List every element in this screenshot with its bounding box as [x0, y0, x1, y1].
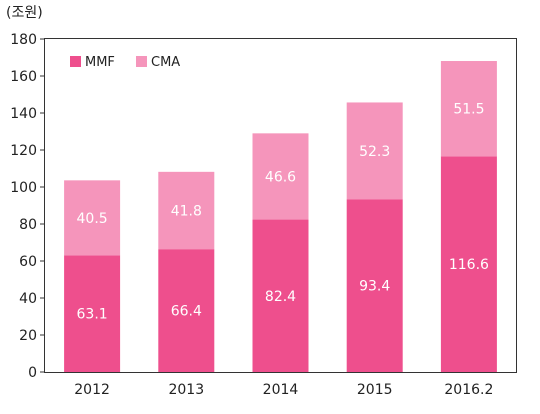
bar-cma-2012	[64, 180, 121, 256]
y-tick-label: 180	[10, 32, 37, 48]
y-tick-label: 160	[10, 69, 37, 85]
x-tick-label: 2015	[357, 382, 393, 398]
y-tick-label: 120	[10, 143, 37, 159]
data-label-mmf: 93.4	[359, 279, 390, 295]
bar-mmf-2013	[158, 249, 215, 372]
bars: 63.1 40.5 66.4 41.8 82.4 46.6 93.4 52.3 116.6 51.…	[64, 61, 497, 372]
bar-cma-2014	[252, 133, 309, 220]
y-tick-label: 0	[28, 365, 37, 381]
y-tick-label: 140	[10, 106, 37, 122]
bar-mmf-2012	[64, 255, 121, 372]
legend-label-mmf: MMF	[85, 55, 115, 70]
legend-swatch-mmf	[70, 56, 81, 67]
data-label-mmf: 116.6	[449, 257, 489, 273]
bar-cma-2015	[346, 102, 403, 200]
x-tick-label: 2014	[263, 382, 299, 398]
legend-label-cma: CMA	[151, 55, 180, 70]
y-tick-label: 100	[10, 180, 37, 196]
data-label-mmf: 63.1	[77, 307, 108, 323]
bar-mmf-2015	[346, 199, 403, 372]
legend: MMF CMA	[70, 55, 180, 70]
data-label-cma: 41.8	[171, 203, 202, 219]
x-tick-label: 2016.2	[444, 382, 493, 398]
x-tick-label: 2012	[74, 382, 110, 398]
legend-swatch-cma	[136, 56, 147, 67]
data-label-mmf: 66.4	[171, 304, 202, 320]
data-label-cma: 52.3	[359, 144, 390, 160]
bar-cma-2016.2	[440, 61, 497, 157]
y-axis: 0 20 40 60 80 100 120 140 160 180	[10, 32, 45, 381]
x-axis: 2012 2013 2014 2015 2016.2	[74, 382, 493, 398]
y-tick-label: 80	[19, 217, 37, 233]
bar-mmf-2014	[252, 219, 309, 372]
bar-mmf-2016.2	[440, 156, 497, 372]
data-label-cma: 46.6	[265, 169, 296, 185]
plot-frame	[44, 38, 517, 373]
y-axis-unit-label: (조원)	[6, 5, 43, 21]
y-tick-label: 60	[19, 254, 37, 270]
y-tick-label: 20	[19, 328, 37, 344]
data-label-mmf: 82.4	[265, 289, 296, 305]
data-label-cma: 51.5	[453, 102, 484, 118]
x-tick-label: 2013	[168, 382, 204, 398]
bar-cma-2013	[158, 171, 215, 250]
y-tick-label: 40	[19, 291, 37, 307]
data-label-cma: 40.5	[77, 211, 108, 227]
